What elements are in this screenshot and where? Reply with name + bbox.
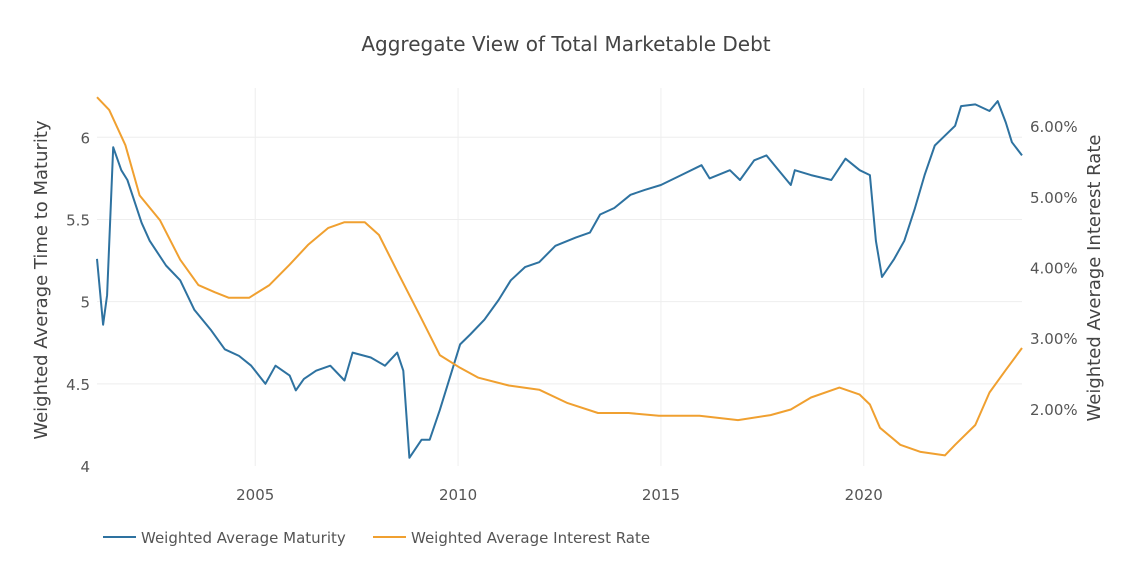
x-tick-label: 2015	[642, 486, 680, 504]
y2-tick-label: 2.00%	[1030, 401, 1078, 419]
series-line-maturity	[96, 100, 1023, 459]
y2-tick-label: 3.00%	[1030, 330, 1078, 348]
y2-axis-label: Weighted Average Interest Rate	[1084, 135, 1105, 422]
chart-title: Aggregate View of Total Marketable Debt	[361, 32, 770, 56]
y-tick-label: 5.5	[66, 211, 90, 229]
y-tick-label: 4.5	[66, 376, 90, 394]
y-tick-label: 4	[80, 458, 90, 476]
legend-item-maturity[interactable]: Weighted Average Maturity	[103, 529, 346, 547]
x-tick-label: 2010	[439, 486, 477, 504]
x-tick-label: 2005	[236, 486, 274, 504]
legend-label-interest-rate: Weighted Average Interest Rate	[411, 529, 650, 547]
y-tick-label: 5	[80, 294, 90, 312]
y2-tick-label: 5.00%	[1030, 189, 1078, 207]
y2-tick-label: 4.00%	[1030, 259, 1078, 277]
y-tick-label: 6	[80, 129, 90, 147]
legend-item-interest-rate[interactable]: Weighted Average Interest Rate	[373, 529, 650, 547]
legend: Weighted Average Maturity Weighted Avera…	[103, 529, 650, 547]
y-axis-label: Weighted Average Time to Maturity	[31, 120, 52, 440]
x-tick-label: 2020	[845, 486, 883, 504]
series-line-interest-rate	[96, 96, 1023, 457]
legend-label-maturity: Weighted Average Maturity	[141, 529, 346, 547]
y2-tick-label: 6.00%	[1030, 118, 1078, 136]
